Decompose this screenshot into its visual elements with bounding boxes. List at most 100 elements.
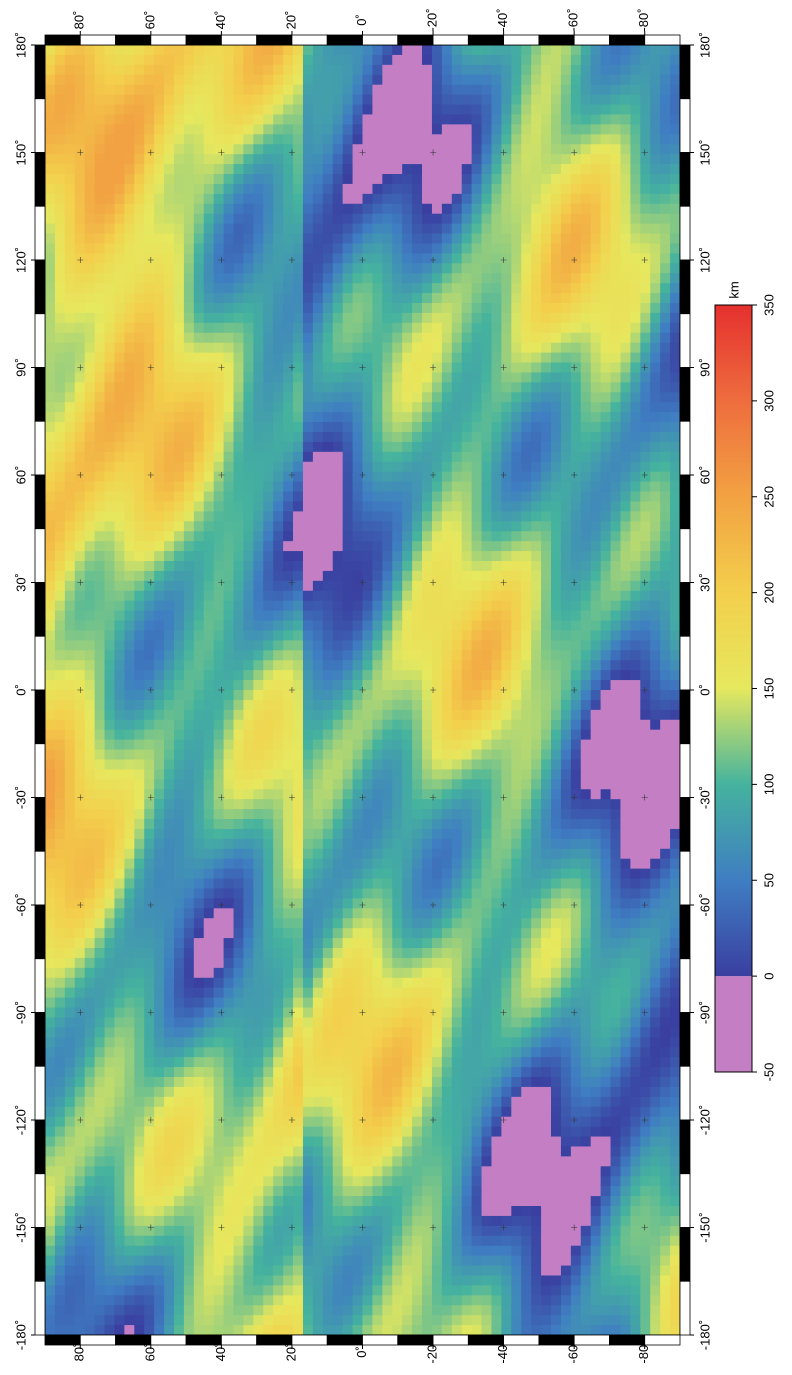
map-cell <box>372 521 382 531</box>
map-cell <box>144 809 154 819</box>
map-cell <box>174 521 184 531</box>
map-cell <box>75 1067 85 1077</box>
map-cell <box>382 363 392 373</box>
map-cell <box>124 204 134 214</box>
map-cell <box>323 700 333 710</box>
map-cell <box>114 85 124 95</box>
map-cell <box>114 75 124 85</box>
map-cell <box>253 1315 263 1325</box>
map-cell <box>105 1067 115 1077</box>
map-cell <box>105 769 115 779</box>
map-cell <box>363 1325 373 1335</box>
map-cell <box>392 432 402 442</box>
map-cell <box>343 1166 353 1176</box>
map-cell <box>273 1117 283 1127</box>
map-cell <box>412 234 422 244</box>
map-cell <box>313 283 323 293</box>
map-cell <box>273 571 283 581</box>
map-cell <box>144 134 154 144</box>
map-cell <box>392 1008 402 1018</box>
map-cell <box>164 105 174 115</box>
map-cell <box>412 333 422 343</box>
map-cell <box>204 1256 214 1266</box>
map-cell <box>174 402 184 412</box>
map-cell <box>124 85 134 95</box>
map-cell <box>95 988 105 998</box>
map-cell <box>392 45 402 55</box>
map-cell <box>363 1017 373 1027</box>
map-cell <box>174 750 184 760</box>
map-cell <box>353 799 363 809</box>
map-cell <box>234 442 244 452</box>
map-cell <box>45 1047 55 1057</box>
map-cell <box>154 293 164 303</box>
map-cell <box>174 1077 184 1087</box>
map-cell <box>114 392 124 402</box>
map-cell <box>263 888 273 898</box>
map-cell <box>422 224 432 234</box>
map-cell <box>253 759 263 769</box>
map-cell <box>372 1176 382 1186</box>
map-cell <box>204 1216 214 1226</box>
map-cell <box>273 630 283 640</box>
map-cell <box>164 472 174 482</box>
map-cell <box>194 105 204 115</box>
map-cell <box>313 630 323 640</box>
map-cell <box>154 1127 164 1137</box>
map-cell <box>372 1285 382 1295</box>
map-cell <box>234 511 244 521</box>
map-cell <box>85 1196 95 1206</box>
map-cell <box>134 551 144 561</box>
map-cell <box>105 432 115 442</box>
map-cell <box>65 561 75 571</box>
map-cell <box>303 1176 313 1186</box>
map-cell <box>313 978 323 988</box>
map-cell <box>283 283 293 293</box>
map-cell <box>333 472 343 482</box>
map-cell <box>144 234 154 244</box>
map-cell <box>273 313 283 323</box>
map-cell <box>184 263 194 273</box>
map-cell <box>224 888 234 898</box>
map-cell <box>105 1087 115 1097</box>
map-cell <box>124 452 134 462</box>
map-cell <box>65 1295 75 1305</box>
map-cell <box>95 769 105 779</box>
map-cell <box>412 105 422 115</box>
map-cell <box>303 492 313 502</box>
map-cell <box>313 888 323 898</box>
map-cell <box>214 243 224 253</box>
map-cell <box>134 531 144 541</box>
map-cell <box>402 234 412 244</box>
map-cell <box>303 978 313 988</box>
map-cell <box>382 333 392 343</box>
map-cell <box>263 859 273 869</box>
map-cell <box>164 333 174 343</box>
map-cell <box>323 1236 333 1246</box>
map-cell <box>194 1325 204 1335</box>
map-cell <box>323 154 333 164</box>
map-cell <box>134 1285 144 1295</box>
map-cell <box>114 859 124 869</box>
map-cell <box>95 154 105 164</box>
map-cell <box>273 1256 283 1266</box>
map-cell <box>144 918 154 928</box>
map-cell <box>263 65 273 75</box>
map-cell <box>124 551 134 561</box>
map-cell <box>85 948 95 958</box>
map-cell <box>95 482 105 492</box>
map-cell <box>124 1127 134 1137</box>
map-cell <box>154 124 164 134</box>
map-cell <box>134 482 144 492</box>
map-cell <box>353 154 363 164</box>
map-cell <box>65 730 75 740</box>
map-cell <box>253 1107 263 1117</box>
map-cell <box>85 184 95 194</box>
map-cell <box>214 700 224 710</box>
map-cell <box>392 501 402 511</box>
map-cell <box>273 432 283 442</box>
map-cell <box>224 333 234 343</box>
map-cell <box>214 511 224 521</box>
map-cell <box>412 214 422 224</box>
map-cell <box>402 1017 412 1027</box>
